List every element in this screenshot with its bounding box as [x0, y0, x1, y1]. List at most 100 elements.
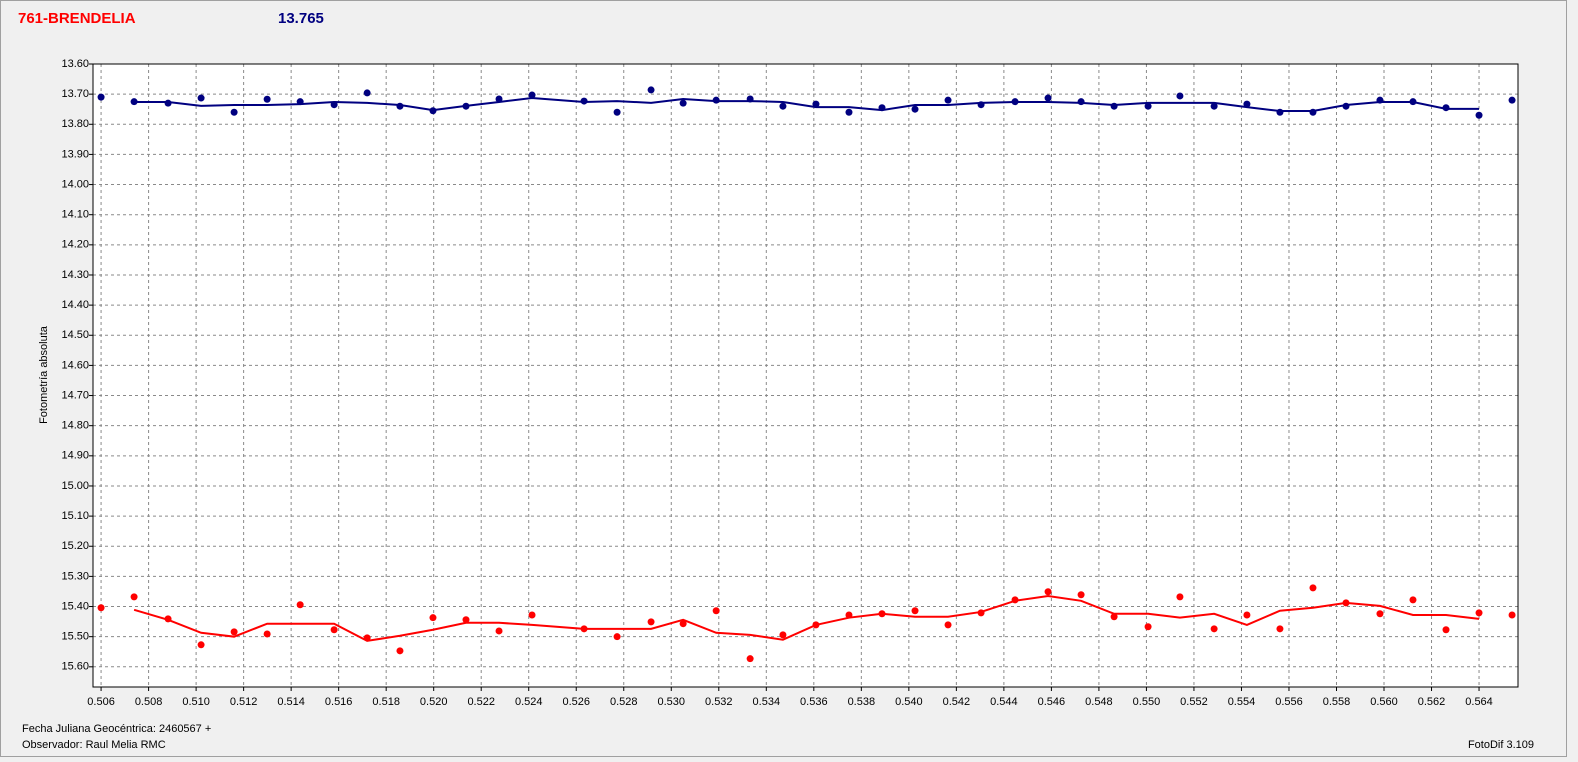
- data-point: [462, 616, 470, 624]
- data-point: [1176, 92, 1184, 100]
- data-point: [197, 94, 205, 102]
- y-tick-label: 13.60: [61, 58, 89, 70]
- data-point: [1475, 609, 1483, 617]
- data-point: [647, 618, 655, 626]
- data-point: [396, 647, 404, 655]
- x-tick-label: 0.546: [1038, 696, 1066, 708]
- x-tick-label: 0.556: [1275, 696, 1303, 708]
- y-tick-label: 14.30: [61, 269, 89, 281]
- data-point: [1210, 102, 1218, 110]
- data-point: [613, 108, 621, 116]
- data-point: [1508, 96, 1516, 104]
- x-tick-label: 0.506: [87, 696, 115, 708]
- data-point: [1210, 625, 1218, 633]
- y-tick-label: 14.10: [61, 209, 89, 221]
- x-tick-label: 0.538: [848, 696, 876, 708]
- chart-title: 761-BRENDELIA: [18, 10, 136, 27]
- footer-text: Fecha Juliana Geocéntrica: 2460567 +: [22, 723, 211, 735]
- x-tick-label: 0.534: [753, 696, 781, 708]
- y-tick-label: 15.30: [61, 570, 89, 582]
- x-tick-label: 0.526: [562, 696, 590, 708]
- x-tick-label: 0.512: [230, 696, 258, 708]
- data-point: [429, 614, 437, 622]
- plot-border: [92, 63, 1519, 688]
- y-tick-label: 15.20: [61, 540, 89, 552]
- fit-line: [134, 97, 1480, 113]
- data-point: [330, 626, 338, 634]
- data-point: [1243, 100, 1251, 108]
- data-point: [779, 102, 787, 110]
- data-point: [911, 607, 919, 615]
- data-point: [679, 620, 687, 628]
- footer-text: FotoDif 3.109: [1468, 739, 1534, 751]
- data-point: [845, 108, 853, 116]
- y-axis-label: Fotometría absoluta: [38, 325, 50, 424]
- y-tick-label: 14.40: [61, 299, 89, 311]
- data-point: [263, 630, 271, 638]
- data-point: [296, 601, 304, 609]
- x-tick-label: 0.528: [610, 696, 638, 708]
- data-point: [746, 655, 754, 663]
- x-tick-label: 0.520: [420, 696, 448, 708]
- data-point: [1044, 588, 1052, 596]
- y-tick-label: 15.50: [61, 631, 89, 643]
- x-tick-label: 0.544: [990, 696, 1018, 708]
- y-tick-label: 15.00: [61, 480, 89, 492]
- data-point: [495, 627, 503, 635]
- data-point: [1409, 596, 1417, 604]
- x-tick-label: 0.554: [1228, 696, 1256, 708]
- data-point: [1077, 98, 1085, 106]
- x-tick-label: 0.550: [1133, 696, 1161, 708]
- y-tick-label: 14.00: [61, 178, 89, 190]
- y-tick-label: 14.60: [61, 359, 89, 371]
- x-tick-label: 0.562: [1418, 696, 1446, 708]
- data-point: [647, 86, 655, 94]
- data-point: [528, 611, 536, 619]
- x-tick-label: 0.516: [325, 696, 353, 708]
- y-tick-label: 15.60: [61, 661, 89, 673]
- y-tick-label: 15.40: [61, 600, 89, 612]
- data-point: [1376, 610, 1384, 618]
- data-point: [130, 593, 138, 601]
- y-tick-label: 13.70: [61, 88, 89, 100]
- x-tick-label: 0.552: [1180, 696, 1208, 708]
- x-tick-label: 0.542: [943, 696, 971, 708]
- data-point: [679, 99, 687, 107]
- x-tick-label: 0.536: [800, 696, 828, 708]
- x-tick-label: 0.508: [135, 696, 163, 708]
- x-tick-label: 0.540: [895, 696, 923, 708]
- data-point: [1276, 625, 1284, 633]
- y-tick-label: 14.20: [61, 239, 89, 251]
- x-tick-label: 0.558: [1323, 696, 1351, 708]
- x-tick-label: 0.514: [277, 696, 305, 708]
- data-point: [495, 95, 503, 103]
- data-point: [1110, 102, 1118, 110]
- data-point: [1442, 626, 1450, 634]
- x-tick-label: 0.530: [658, 696, 686, 708]
- data-point: [97, 93, 105, 101]
- data-point: [779, 631, 787, 639]
- x-tick-label: 0.532: [705, 696, 733, 708]
- fit-line: [133, 594, 1480, 642]
- footer-text: Observador: Raul Melia RMC: [22, 739, 166, 751]
- data-point: [1309, 584, 1317, 592]
- data-point: [613, 633, 621, 641]
- data-point: [1144, 102, 1152, 110]
- y-tick-label: 13.80: [61, 118, 89, 130]
- data-point: [1144, 623, 1152, 631]
- data-point: [712, 607, 720, 615]
- chart-subtitle: 13.765: [278, 10, 324, 27]
- plot-area: [93, 64, 1518, 687]
- data-point: [1475, 111, 1483, 119]
- data-point: [197, 641, 205, 649]
- y-tick-label: 15.10: [61, 510, 89, 522]
- y-tick-label: 14.50: [61, 329, 89, 341]
- x-tick-label: 0.524: [515, 696, 543, 708]
- data-point: [230, 108, 238, 116]
- data-point: [528, 91, 536, 99]
- x-tick-label: 0.564: [1465, 696, 1493, 708]
- data-point: [97, 604, 105, 612]
- data-point: [1243, 611, 1251, 619]
- data-point: [944, 621, 952, 629]
